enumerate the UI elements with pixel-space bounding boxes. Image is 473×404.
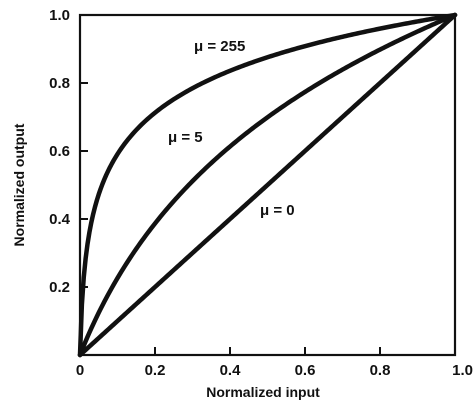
curve-mu-5 (77, 12, 458, 358)
y-tick-label: 0.2 (49, 279, 70, 296)
y-tick-label: 0.4 (49, 211, 71, 228)
x-axis-label: Normalized input (206, 384, 320, 400)
x-tick-label: 1.0 (452, 362, 473, 379)
curve-labels: μ = 255 μ = 5 μ = 0 (168, 38, 295, 219)
curve-label-mu-255: μ = 255 (194, 38, 245, 55)
curve-mu-0 (77, 12, 458, 358)
y-axis-label: Normalized output (11, 123, 27, 246)
curves (77, 12, 458, 358)
plot-frame (78, 13, 457, 357)
y-axis-ticks: 0.2 0.4 0.6 0.8 1.0 (49, 7, 88, 296)
x-axis-ticks: 0 0.2 0.4 0.6 0.8 1.0 (76, 347, 473, 379)
curve-label-mu-0: μ = 0 (260, 202, 295, 219)
y-tick-label: 0.8 (49, 75, 70, 92)
x-tick-label: 0.6 (295, 362, 316, 379)
y-tick-label: 1.0 (49, 7, 70, 24)
y-tick-label: 0.6 (49, 143, 70, 160)
x-tick-label: 0.8 (370, 362, 391, 379)
curve-label-mu-5: μ = 5 (168, 129, 203, 146)
x-tick-label: 0.4 (220, 362, 242, 379)
x-tick-label: 0 (76, 362, 84, 379)
x-tick-label: 0.2 (145, 362, 166, 379)
curve-mu-255 (77, 12, 458, 358)
